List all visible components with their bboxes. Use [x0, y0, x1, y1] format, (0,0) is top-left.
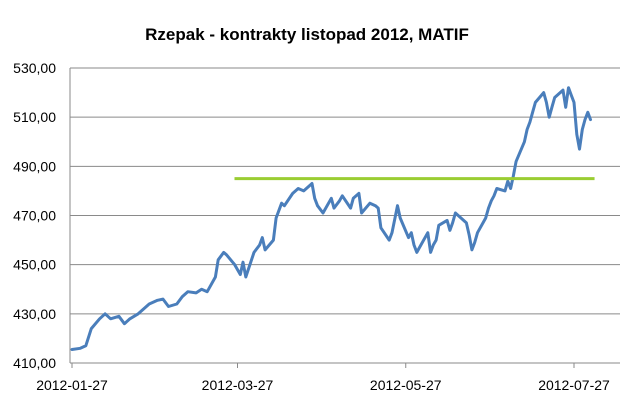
y-tick-label: 450,00 [13, 257, 56, 273]
y-tick-labels: 410,00 430,00 450,00 470,00 490,00 510,00 530,… [13, 60, 56, 371]
x-tick-label: 2012-07-27 [538, 377, 610, 393]
y-tick-label: 430,00 [13, 306, 56, 322]
y-tick-label: 410,00 [13, 355, 56, 371]
x-tick-labels: 2012-01-27 2012-03-27 2012-05-27 2012-07-27 [36, 377, 610, 393]
series-lines [70, 86, 595, 351]
x-tick-label: 2012-03-27 [202, 377, 274, 393]
price-series-line [70, 86, 592, 351]
axes [69, 68, 575, 368]
y-tick-label: 490,00 [13, 158, 56, 174]
x-tick-label: 2012-01-27 [36, 377, 108, 393]
chart-title: Rzepak - kontrakty listopad 2012, MATIF [145, 25, 469, 44]
y-tick-label: 470,00 [13, 208, 56, 224]
y-tick-label: 530,00 [13, 60, 56, 76]
grid-lines [70, 67, 620, 364]
y-tick-label: 510,00 [13, 109, 56, 125]
x-tick-label: 2012-05-27 [370, 377, 442, 393]
